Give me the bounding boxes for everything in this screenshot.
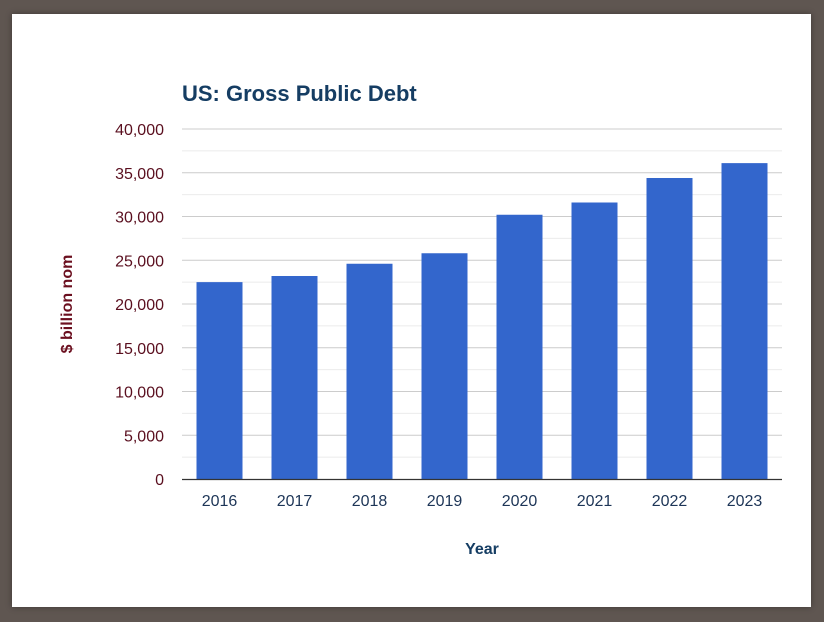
y-axis-ticks: 0 5,000 10,000 15,000 20,000 25,000 30,000 35,0… <box>115 122 164 489</box>
y-tick-label: 15,000 <box>115 341 164 358</box>
y-tick-label: 30,000 <box>115 210 164 227</box>
y-tick-label: 0 <box>155 472 164 489</box>
bar-2019 <box>421 253 468 479</box>
x-tick-label: 2022 <box>652 493 688 510</box>
bar-2021 <box>571 202 618 479</box>
x-tick-label: 2018 <box>352 493 388 510</box>
y-tick-label: 35,000 <box>115 166 164 183</box>
y-tick-label: 25,000 <box>115 253 164 270</box>
x-tick-label: 2019 <box>427 493 463 510</box>
chart-title: US: Gross Public Debt <box>182 81 417 106</box>
y-tick-label: 10,000 <box>115 385 164 402</box>
bar-2017 <box>271 276 318 479</box>
bar-2023 <box>721 163 768 479</box>
x-axis-ticks: 2016 2017 2018 2019 2020 2021 2022 2023 <box>202 493 763 510</box>
x-axis-title: Year <box>465 541 499 558</box>
bar-2020 <box>496 214 543 479</box>
bar-2016 <box>196 282 243 479</box>
bar-2018 <box>346 263 393 479</box>
x-tick-label: 2016 <box>202 493 238 510</box>
y-tick-label: 20,000 <box>115 297 164 314</box>
x-tick-label: 2023 <box>727 493 763 510</box>
y-tick-label: 40,000 <box>115 122 164 139</box>
x-tick-label: 2021 <box>577 493 613 510</box>
bar-2022 <box>646 178 693 479</box>
bars <box>196 163 768 479</box>
x-tick-label: 2020 <box>502 493 538 510</box>
y-axis-title: $ billion nom <box>59 255 76 354</box>
y-tick-label: 5,000 <box>124 428 164 445</box>
x-tick-label: 2017 <box>277 493 313 510</box>
